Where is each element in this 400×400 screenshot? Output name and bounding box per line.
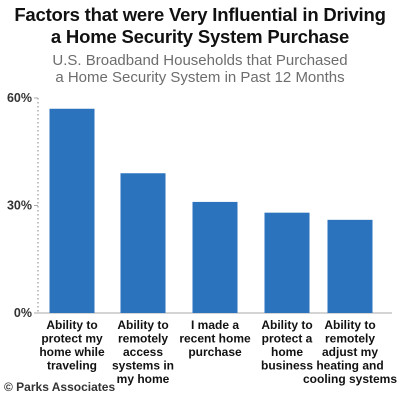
- bar: [327, 219, 373, 313]
- x-category-label: I made a recent home purchase: [179, 318, 251, 359]
- chart-subtitle-line-2: a Home Security System in Past 12 Months: [55, 69, 345, 86]
- x-category-label-line: I made a: [191, 318, 239, 332]
- x-category-label-line: remotely: [325, 332, 375, 346]
- x-category-label-line: remotely: [118, 332, 168, 346]
- chart-title: Factors that were Very Influential in Dr…: [0, 4, 400, 48]
- bar: [264, 212, 310, 313]
- x-category-label-line: recent home: [179, 332, 251, 346]
- x-category-label-line: traveling: [47, 359, 97, 373]
- x-category-label: Ability to remotely adjust my heating and co…: [303, 318, 397, 386]
- x-category-label-line: Ability to: [324, 318, 375, 332]
- chart-title-line-1: Factors that were Very Influential in Dr…: [14, 4, 386, 25]
- x-category-label-line: Ability to: [261, 318, 312, 332]
- copyright-notice: © Parks Associates: [4, 380, 116, 394]
- bar: [192, 201, 238, 313]
- x-category-label-line: access: [123, 345, 163, 359]
- x-category-label-line: home: [271, 345, 303, 359]
- x-category-label: Ability to remotely access systems in my hom…: [112, 318, 174, 386]
- x-category-label-line: Ability to: [117, 318, 168, 332]
- x-category-label-line: heating and: [316, 359, 383, 373]
- y-tick-label: 30%: [7, 199, 32, 213]
- x-category-label-line: systems in: [112, 359, 174, 373]
- x-category-label-line: Ability to: [46, 318, 97, 332]
- x-category-label-line: protect my: [41, 332, 103, 346]
- x-category-label: Ability to protect a home business: [261, 318, 313, 373]
- chart-title-line-2: a Home Security System Purchase: [50, 26, 350, 47]
- y-tick-label: 0%: [14, 306, 32, 320]
- chart-subtitle: U.S. Broadband Households that Purchased…: [0, 52, 400, 86]
- x-category-label-line: adjust my: [322, 345, 378, 359]
- bar: [49, 108, 95, 313]
- x-category-label: Ability to protect my home while traveling: [39, 318, 105, 373]
- x-category-label-line: purchase: [188, 345, 242, 359]
- bar: [120, 173, 166, 313]
- x-category-label-line: home while: [39, 345, 105, 359]
- y-tick-label: 60%: [7, 91, 32, 105]
- chart-subtitle-line-1: U.S. Broadband Households that Purchased: [52, 52, 348, 69]
- x-category-label-line: my home: [117, 372, 170, 386]
- x-category-label-line: business: [261, 359, 313, 373]
- x-category-label-line: cooling systems: [303, 372, 397, 386]
- x-category-label-line: protect a: [262, 332, 313, 346]
